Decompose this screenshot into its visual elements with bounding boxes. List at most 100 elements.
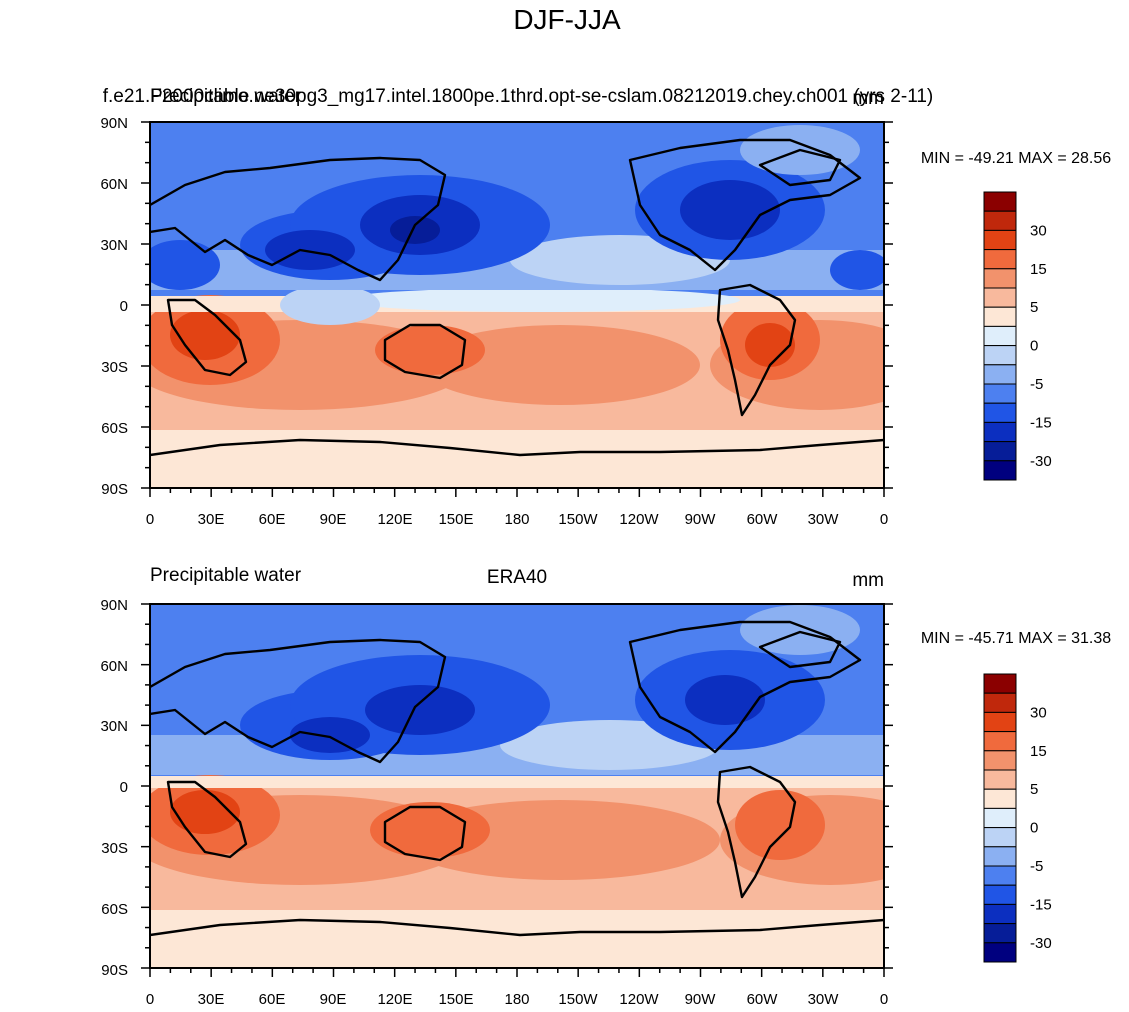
- lat-tick-label: 90N: [100, 597, 128, 614]
- lon-tick-label: 90E: [320, 511, 347, 528]
- lat-axis: 90N 60N 30N 0 30S 60S 90S: [100, 597, 128, 979]
- lon-axis: 0 30E 60E 90E 120E 150E 180 150W 120W 90…: [146, 991, 888, 1008]
- colorbar-label: -15: [1030, 414, 1052, 431]
- lon-tick-label: 0: [880, 511, 888, 528]
- lat-tick-label: 0: [120, 298, 128, 315]
- lon-tick-label: 0: [146, 511, 154, 528]
- lon-tick-label: 0: [146, 991, 154, 1008]
- colorbar-label: 5: [1030, 299, 1038, 316]
- main-title: DJF-JJA: [513, 4, 621, 35]
- colorbar-swatch: [983, 923, 1017, 944]
- lat-tick-label: 0: [120, 779, 128, 796]
- map-field-model: [150, 122, 884, 488]
- lat-tick-label: 60S: [101, 420, 128, 437]
- lon-tick-label: 60W: [747, 511, 779, 528]
- lon-tick-label: 150W: [558, 511, 598, 528]
- panel-minmax: MIN = -45.71 MAX = 31.38: [921, 630, 1111, 647]
- colorbar-label: -30: [1030, 453, 1052, 470]
- lon-tick-label: 180: [504, 511, 529, 528]
- colorbar-swatch: [983, 827, 1017, 848]
- lat-tick-label: 30N: [100, 718, 128, 735]
- panel-units-label: mm: [852, 88, 884, 109]
- colorbar-swatch: [983, 421, 1017, 443]
- colorbar-label: -15: [1030, 896, 1052, 913]
- lat-tick-label: 60N: [100, 176, 128, 193]
- colorbar-swatch: [983, 903, 1017, 925]
- lon-tick-label: 30W: [808, 991, 840, 1008]
- panel-left-label: Precipitable water: [150, 86, 302, 107]
- colorbar-swatch: [983, 306, 1017, 327]
- lon-tick-label: 30E: [198, 511, 225, 528]
- lon-tick-label: 120W: [619, 991, 659, 1008]
- panel-minmax: MIN = -49.21 MAX = 28.56: [921, 150, 1111, 167]
- panel-model: Precipitable water f.e21.F2000climo.ne30…: [100, 86, 1111, 528]
- panel-units-label: mm: [852, 570, 884, 591]
- coastlines: [150, 138, 884, 457]
- colorbar: 30 15 5 0 -5 -15 -30: [983, 191, 1052, 481]
- colorbar-swatch: [983, 345, 1017, 366]
- colorbar-swatch: [983, 441, 1017, 462]
- colorbar-label: 5: [1030, 781, 1038, 798]
- lat-tick-label: 30N: [100, 237, 128, 254]
- map-field-era40: [150, 604, 884, 968]
- colorbar-swatch: [983, 460, 1017, 481]
- lon-tick-label: 120E: [377, 511, 412, 528]
- colorbar-label: 0: [1030, 820, 1038, 837]
- colorbar-label: 0: [1030, 338, 1038, 355]
- colorbar-label: 30: [1030, 222, 1047, 239]
- panel-era40: Precipitable water ERA40 mm MIN = -45.71…: [100, 565, 1111, 1008]
- colorbar-swatch: [983, 692, 1017, 713]
- colorbar-swatch: [983, 325, 1017, 347]
- colorbar-swatch: [983, 210, 1017, 231]
- lat-axis: 90N 60N 30N 0 30S 60S 90S: [100, 115, 128, 498]
- lon-tick-label: 120W: [619, 511, 659, 528]
- colorbar-swatch: [983, 249, 1017, 270]
- colorbar-swatch: [983, 884, 1017, 905]
- lon-tick-label: 90W: [685, 511, 717, 528]
- colorbar-swatch: [983, 807, 1017, 829]
- lat-tick-label: 30S: [101, 840, 128, 857]
- colorbar-swatch: [983, 383, 1017, 404]
- colorbar-label: -5: [1030, 376, 1043, 393]
- colorbar-swatch: [983, 846, 1017, 867]
- panel-center-label: f.e21.F2000climo.ne30pg3_mg17.intel.1800…: [103, 86, 934, 107]
- colorbar-swatch: [983, 788, 1017, 809]
- lon-tick-label: 150E: [438, 991, 473, 1008]
- colorbar-swatch: [983, 711, 1017, 733]
- colorbar-swatch: [983, 364, 1017, 385]
- colorbar-swatch: [983, 191, 1017, 212]
- lat-tick-label: 60N: [100, 658, 128, 675]
- colorbar-label: 15: [1030, 743, 1047, 760]
- lon-tick-label: 60E: [259, 511, 286, 528]
- panel-left-label: Precipitable water: [150, 565, 302, 586]
- colorbar-swatch: [983, 750, 1017, 771]
- tick-marks: [141, 603, 893, 977]
- panel-center-label: ERA40: [487, 567, 547, 588]
- colorbar-swatch: [983, 229, 1017, 251]
- colorbar: 30 15 5 0 -5 -15 -30: [983, 673, 1052, 963]
- lat-tick-label: 30S: [101, 359, 128, 376]
- lat-tick-label: 90N: [100, 115, 128, 132]
- colorbar-swatch: [983, 731, 1017, 752]
- colorbar-swatch: [983, 942, 1017, 963]
- coastlines: [150, 620, 884, 937]
- lat-tick-label: 90S: [101, 481, 128, 498]
- lon-tick-label: 150W: [558, 991, 598, 1008]
- colorbar-swatch: [983, 268, 1017, 289]
- lon-axis: 0 30E 60E 90E 120E 150E 180 150W 120W 90…: [146, 511, 888, 528]
- tick-marks: [141, 121, 893, 497]
- lat-tick-label: 60S: [101, 901, 128, 918]
- lon-tick-label: 90W: [685, 991, 717, 1008]
- lon-tick-label: 60E: [259, 991, 286, 1008]
- lon-tick-label: 150E: [438, 511, 473, 528]
- colorbar-label: -30: [1030, 935, 1052, 952]
- lon-tick-label: 0: [880, 991, 888, 1008]
- colorbar-swatch: [983, 402, 1017, 423]
- colorbar-label: -5: [1030, 858, 1043, 875]
- colorbar-swatch: [983, 673, 1017, 694]
- colorbar-label: 30: [1030, 704, 1047, 721]
- lon-tick-label: 90E: [320, 991, 347, 1008]
- lon-tick-label: 30W: [808, 511, 840, 528]
- colorbar-swatch: [983, 865, 1017, 886]
